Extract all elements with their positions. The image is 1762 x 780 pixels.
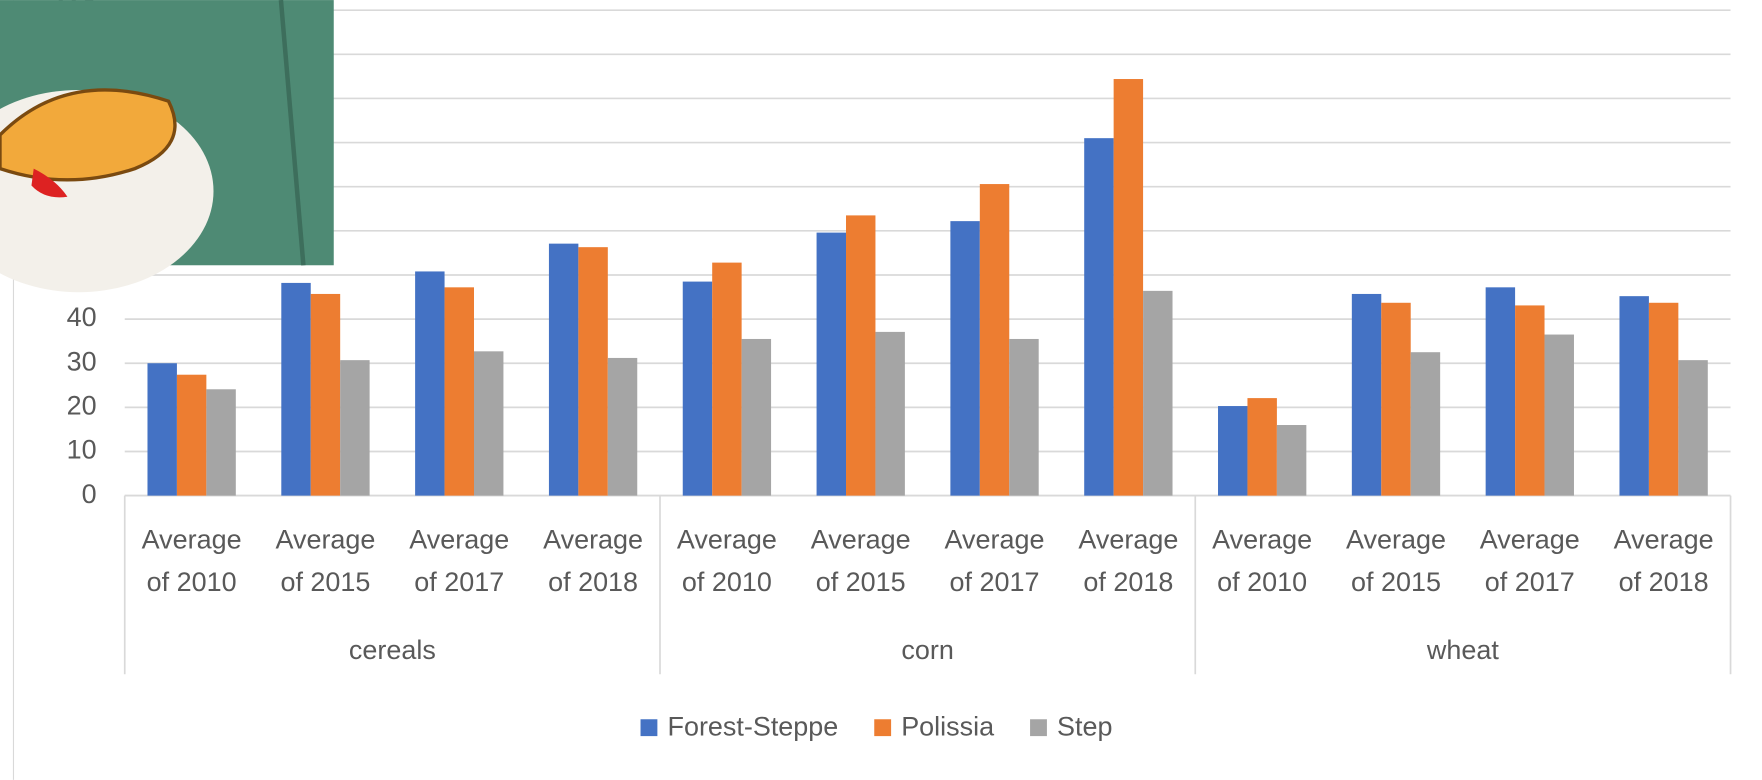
legend-swatch [1030, 719, 1047, 736]
bar [1486, 287, 1515, 495]
legend: Forest-Steppe Polissia Step [641, 711, 1113, 741]
legend-label: Step [1057, 711, 1112, 741]
y-tick-label: 20 [67, 390, 97, 420]
bar [1545, 335, 1574, 496]
bar [445, 287, 474, 495]
x-tick-label: Average of 2015 [264, 519, 388, 604]
bar [817, 233, 846, 496]
x-tick-label: Average of 2010 [130, 519, 254, 604]
bar [1143, 291, 1172, 496]
bar [1678, 360, 1707, 495]
overlay-image [0, 0, 334, 292]
bar [1619, 296, 1648, 495]
x-tick-label: Average of 2015 [799, 519, 923, 604]
y-tick-label: 40 [67, 302, 97, 332]
x-tick-label: Average of 2010 [1200, 519, 1324, 604]
bar [206, 389, 235, 495]
bar [1114, 79, 1143, 496]
bar [1411, 352, 1440, 495]
x-tick-label-box: Average of 2015 [1329, 519, 1463, 609]
x-tick-label: Average of 2017 [933, 519, 1057, 604]
x-tick-label-box: Average of 2010 [660, 519, 794, 609]
x-tick-label: Average of 2018 [1602, 519, 1726, 604]
bar [608, 358, 637, 496]
bar [1218, 406, 1247, 496]
legend-label: Forest-Steppe [667, 711, 838, 741]
bar [1649, 303, 1678, 496]
legend-swatch [874, 719, 891, 736]
x-tick-label-box: Average of 2017 [392, 519, 526, 609]
x-tick-label-box: Average of 2015 [794, 519, 928, 609]
bar [177, 375, 206, 496]
group-label: wheat [1426, 635, 1499, 665]
bar [1381, 303, 1410, 496]
legend-label: Polissia [901, 711, 994, 741]
bar [875, 332, 904, 496]
x-tick-label-box: Average of 2018 [1061, 519, 1195, 609]
x-tick-label-box: Average of 2010 [1195, 519, 1329, 609]
y-tick-label: 0 [82, 479, 97, 509]
x-tick-label-box: Average of 2018 [1597, 519, 1731, 609]
bar [1009, 339, 1038, 496]
bar [1247, 398, 1276, 496]
bar [474, 351, 503, 495]
x-tick-label-box: Average of 2010 [125, 519, 259, 609]
y-tick-label: 30 [67, 346, 97, 376]
x-tick-label: Average of 2018 [1067, 519, 1191, 604]
x-tick-label: Average of 2017 [397, 519, 521, 604]
bar [415, 271, 444, 495]
x-tick-label-box: Average of 2018 [526, 519, 660, 609]
bar [1352, 294, 1381, 496]
bar [578, 247, 607, 495]
bar [846, 215, 875, 495]
bar [147, 363, 176, 495]
bar [1084, 138, 1113, 495]
x-tick-label-box: Average of 2015 [259, 519, 393, 609]
bar [549, 244, 578, 496]
group-label: corn [901, 635, 953, 665]
x-tick-label-box: Average of 2017 [928, 519, 1062, 609]
bar [340, 360, 369, 495]
bar [281, 283, 310, 496]
x-tick-label-box: Average of 2017 [1463, 519, 1597, 609]
group-label: cereals [349, 635, 436, 665]
chart: 0102030405060708090100110Average of 2010… [0, 0, 1762, 780]
bar [683, 282, 712, 496]
x-tick-label: Average of 2015 [1334, 519, 1458, 604]
y-tick-label: 10 [67, 435, 97, 465]
bar [311, 294, 340, 496]
legend-swatch [641, 719, 658, 736]
bar [1515, 305, 1544, 495]
x-tick-label: Average of 2018 [531, 519, 655, 604]
bar [1277, 425, 1306, 496]
bar [950, 221, 979, 495]
x-tick-label: Average of 2017 [1468, 519, 1592, 604]
bar [712, 263, 741, 496]
x-tick-label: Average of 2010 [665, 519, 789, 604]
bar [742, 339, 771, 496]
bar [980, 184, 1009, 496]
